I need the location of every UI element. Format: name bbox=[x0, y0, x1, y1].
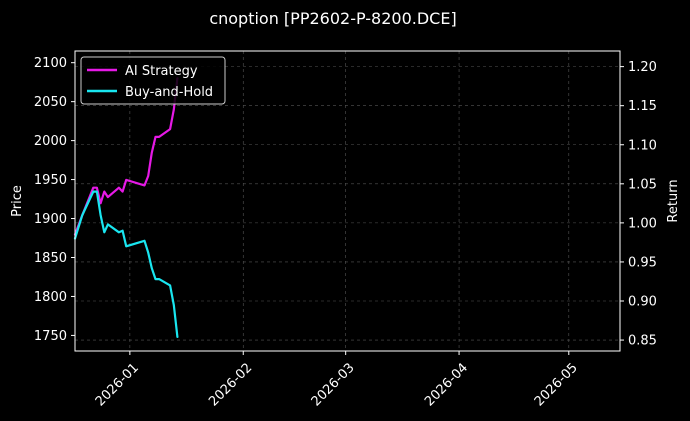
x-tick-label: 2026-03 bbox=[309, 360, 358, 409]
y-right-tick-label: 0.95 bbox=[628, 255, 657, 270]
y-left-tick-label: 1800 bbox=[34, 290, 67, 305]
y-left-tick-label: 1750 bbox=[34, 329, 67, 344]
y-right-tick-label: 0.90 bbox=[628, 295, 657, 310]
y-left-tick-label: 2000 bbox=[34, 134, 67, 149]
y-left-tick-label: 1950 bbox=[34, 173, 67, 188]
series-ai-strategy-line bbox=[73, 77, 179, 236]
y-left-tick-label: 2050 bbox=[34, 95, 67, 110]
y-right-tick-label: 1.05 bbox=[628, 177, 657, 192]
y-right-tick-label: 1.10 bbox=[628, 138, 657, 153]
chart-title: cnoption [PP2602-P-8200.DCE] bbox=[209, 9, 456, 28]
y-left-tick-label: 2100 bbox=[34, 56, 67, 71]
legend-label-ai-strategy: AI Strategy bbox=[125, 64, 198, 79]
x-tick-label: 2026-04 bbox=[422, 360, 471, 409]
series-layer bbox=[73, 77, 179, 338]
y-axis-right: 0.85 0.90 0.95 1.00 1.05 1.10 1.15 1.20 bbox=[620, 60, 657, 349]
y-left-tick-label: 1850 bbox=[34, 251, 67, 266]
x-tick-label: 2026-05 bbox=[532, 360, 581, 409]
y-right-tick-label: 0.85 bbox=[628, 334, 657, 349]
plot-frame bbox=[74, 50, 621, 352]
y-left-tick-label: 1900 bbox=[34, 212, 67, 227]
x-axis: 2026-01 2026-02 2026-03 2026-04 2026-05 bbox=[93, 351, 581, 409]
y-right-tick-label: 1.15 bbox=[628, 99, 657, 114]
y-right-tick-label: 1.20 bbox=[628, 60, 657, 75]
legend: AI Strategy Buy-and-Hold bbox=[80, 56, 226, 105]
x-tick-label: 2026-01 bbox=[93, 360, 142, 409]
y-axis-right-title: Return bbox=[666, 179, 681, 222]
x-tick-label: 2026-02 bbox=[206, 360, 255, 409]
series-buy-and-hold-line bbox=[73, 190, 179, 338]
y-right-tick-label: 1.00 bbox=[628, 216, 657, 231]
y-axis-left: 1750 1800 1850 1900 1950 2000 2050 2100 bbox=[34, 56, 75, 344]
legend-label-buy-and-hold: Buy-and-Hold bbox=[125, 85, 213, 100]
y-axis-left-title: Price bbox=[10, 185, 25, 217]
